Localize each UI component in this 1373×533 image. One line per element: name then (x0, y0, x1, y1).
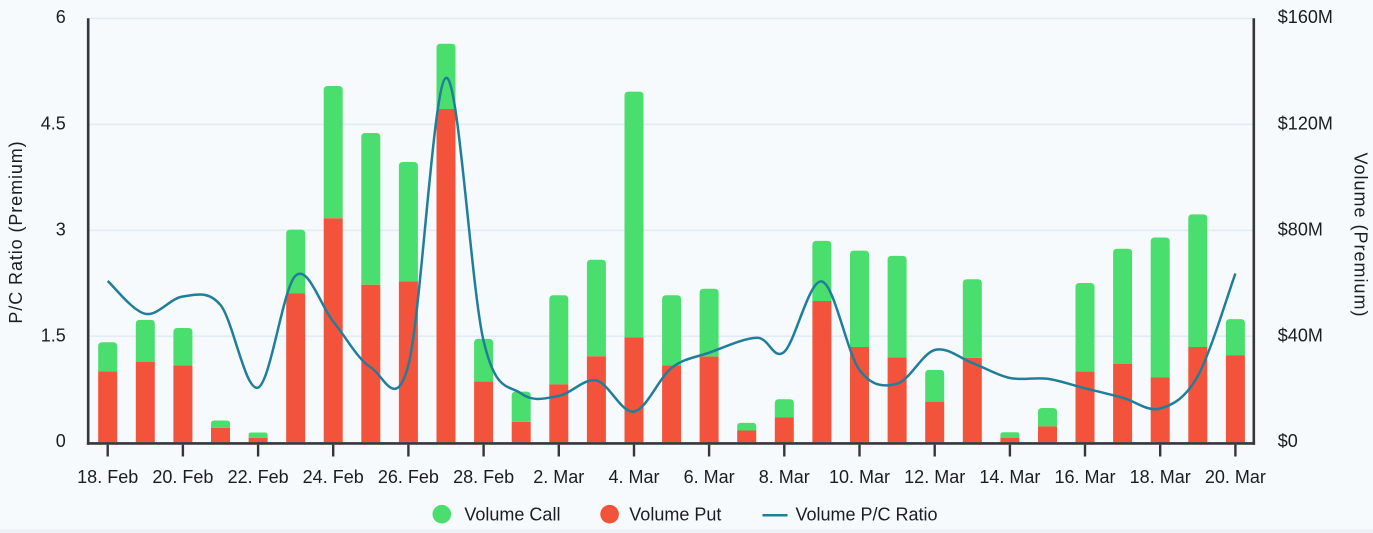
svg-text:Volume Call: Volume Call (464, 504, 560, 524)
svg-text:3: 3 (56, 219, 66, 239)
svg-text:20. Mar: 20. Mar (1205, 467, 1266, 487)
svg-text:Volume Put: Volume Put (629, 504, 721, 524)
svg-text:28. Feb: 28. Feb (453, 467, 514, 487)
svg-text:6. Mar: 6. Mar (684, 467, 735, 487)
svg-text:$160M: $160M (1278, 7, 1333, 27)
svg-text:$120M: $120M (1278, 114, 1333, 134)
svg-text:$80M: $80M (1278, 219, 1323, 239)
svg-text:$40M: $40M (1278, 325, 1323, 345)
svg-text:4.5: 4.5 (41, 114, 66, 134)
svg-text:Volume P/C Ratio: Volume P/C Ratio (796, 504, 938, 524)
svg-text:0: 0 (56, 431, 66, 451)
svg-text:14. Mar: 14. Mar (979, 467, 1040, 487)
svg-text:2. Mar: 2. Mar (533, 467, 584, 487)
svg-text:18. Mar: 18. Mar (1130, 467, 1191, 487)
svg-text:16. Mar: 16. Mar (1054, 467, 1115, 487)
svg-text:4. Mar: 4. Mar (608, 467, 659, 487)
svg-text:6: 6 (56, 7, 66, 27)
svg-text:10. Mar: 10. Mar (829, 467, 890, 487)
svg-text:24. Feb: 24. Feb (303, 467, 364, 487)
svg-text:12. Mar: 12. Mar (904, 467, 965, 487)
svg-text:Volume (Premium): Volume (Premium) (1351, 152, 1371, 317)
svg-text:P/C Ratio (Premium): P/C Ratio (Premium) (6, 140, 26, 323)
svg-text:20. Feb: 20. Feb (152, 467, 213, 487)
svg-text:22. Feb: 22. Feb (228, 467, 289, 487)
svg-text:1.5: 1.5 (41, 325, 66, 345)
svg-text:26. Feb: 26. Feb (378, 467, 439, 487)
svg-text:8. Mar: 8. Mar (759, 467, 810, 487)
svg-text:18. Feb: 18. Feb (77, 467, 138, 487)
svg-text:$0: $0 (1278, 431, 1298, 451)
